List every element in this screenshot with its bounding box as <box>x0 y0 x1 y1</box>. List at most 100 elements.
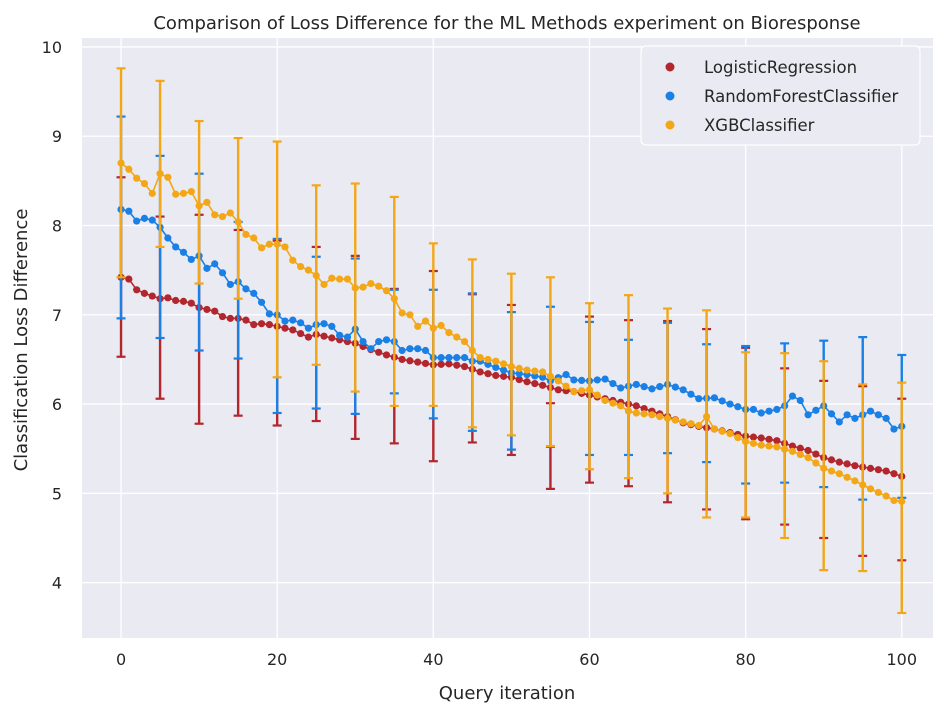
data-point-logisticregression <box>140 289 149 297</box>
data-point-xgbclassifier <box>281 243 289 251</box>
data-point-logisticregression <box>554 386 562 394</box>
data-point-xgbclassifier <box>453 333 461 341</box>
data-point-randomforestclassifier <box>250 289 258 297</box>
data-point-randomforestclassifier <box>257 298 266 306</box>
data-point-xgbclassifier <box>414 322 422 330</box>
data-point-xgbclassifier <box>250 234 258 242</box>
data-point-xgbclassifier <box>523 366 531 374</box>
data-point-randomforestclassifier <box>648 385 656 393</box>
data-point-xgbclassifier <box>492 357 500 365</box>
data-point-randomforestclassifier <box>827 410 836 418</box>
data-point-xgbclassifier <box>601 396 609 405</box>
data-point-logisticregression <box>765 435 773 443</box>
data-point-xgbclassifier <box>273 240 281 248</box>
data-point-logisticregression <box>523 378 531 386</box>
data-point-randomforestclassifier <box>359 337 367 346</box>
data-point-logisticregression <box>211 307 219 315</box>
data-point-randomforestclassifier <box>460 354 469 362</box>
data-point-logisticregression <box>297 329 305 338</box>
data-point-randomforestclassifier <box>125 207 133 215</box>
data-point-logisticregression <box>304 333 313 341</box>
data-point-logisticregression <box>804 446 812 455</box>
data-point-randomforestclassifier <box>203 264 211 272</box>
data-point-xgbclassifier <box>125 165 133 173</box>
data-point-logisticregression <box>414 358 422 366</box>
data-point-xgbclassifier <box>898 497 906 505</box>
data-point-randomforestclassifier <box>179 248 188 256</box>
y-tick-label: 8 <box>52 217 62 236</box>
data-point-xgbclassifier <box>226 209 234 217</box>
data-point-logisticregression <box>320 332 328 340</box>
errorbar-xgbclassifier <box>116 67 126 279</box>
data-point-xgbclassifier <box>390 295 398 303</box>
legend-marker-xgbclassifier <box>665 120 675 130</box>
data-point-randomforestclassifier <box>718 397 726 405</box>
y-tick-label: 5 <box>52 484 62 503</box>
data-point-randomforestclassifier <box>515 370 523 378</box>
data-point-logisticregression <box>148 292 156 300</box>
data-point-xgbclassifier <box>812 459 820 467</box>
data-point-logisticregression <box>827 456 836 464</box>
data-point-randomforestclassifier <box>492 363 500 372</box>
data-point-xgbclassifier <box>437 321 445 330</box>
errorbar-xgbclassifier <box>506 272 516 437</box>
data-point-logisticregression <box>539 381 547 389</box>
data-point-logisticregression <box>281 324 289 332</box>
errorbar-xgbclassifier <box>663 307 673 495</box>
data-point-randomforestclassifier <box>367 345 375 353</box>
data-point-xgbclassifier <box>656 412 664 421</box>
data-point-logisticregression <box>500 372 508 380</box>
data-point-randomforestclassifier <box>187 255 195 264</box>
data-point-randomforestclassifier <box>679 386 687 394</box>
data-point-randomforestclassifier <box>281 317 289 325</box>
data-point-randomforestclassifier <box>890 425 898 433</box>
data-point-xgbclassifier <box>234 218 242 226</box>
data-point-logisticregression <box>179 297 188 305</box>
data-point-xgbclassifier <box>687 420 695 428</box>
data-point-randomforestclassifier <box>843 411 851 419</box>
data-point-logisticregression <box>515 375 523 384</box>
data-point-xgbclassifier <box>726 429 734 438</box>
data-point-xgbclassifier <box>820 464 828 472</box>
data-point-randomforestclassifier <box>773 405 781 414</box>
data-point-randomforestclassifier <box>882 414 890 422</box>
data-point-logisticregression <box>133 286 141 294</box>
data-point-xgbclassifier <box>757 441 765 449</box>
data-point-logisticregression <box>484 370 492 378</box>
data-point-xgbclassifier <box>484 355 492 364</box>
data-point-xgbclassifier <box>554 377 562 385</box>
x-tick-label: 80 <box>735 650 755 669</box>
data-point-xgbclassifier <box>343 275 352 283</box>
y-tick-label: 6 <box>52 395 62 414</box>
data-point-xgbclassifier <box>211 211 219 219</box>
data-point-randomforestclassifier <box>578 376 586 385</box>
errorbar-xgbclassifier <box>741 351 751 519</box>
data-point-logisticregression <box>882 467 890 475</box>
data-point-randomforestclassifier <box>593 376 601 384</box>
y-axis-label: Classification Loss Difference <box>11 209 32 472</box>
data-point-randomforestclassifier <box>437 354 445 362</box>
data-point-xgbclassifier <box>874 488 882 497</box>
data-point-randomforestclassifier <box>562 371 570 379</box>
data-point-randomforestclassifier <box>601 375 609 383</box>
data-point-randomforestclassifier <box>140 214 149 222</box>
data-point-logisticregression <box>890 470 898 478</box>
data-point-randomforestclassifier <box>421 346 430 355</box>
data-point-xgbclassifier <box>164 173 172 181</box>
data-point-xgbclassifier <box>859 481 867 489</box>
errorbar-xgbclassifier <box>467 258 477 429</box>
data-point-xgbclassifier <box>796 450 804 459</box>
data-point-logisticregression <box>265 321 273 329</box>
data-point-logisticregression <box>187 299 195 307</box>
data-point-randomforestclassifier <box>812 406 820 414</box>
data-point-randomforestclassifier <box>632 380 640 389</box>
data-point-xgbclassifier <box>195 202 203 210</box>
data-point-logisticregression <box>164 294 172 302</box>
data-point-logisticregression <box>812 450 820 458</box>
legend-label-xgbclassifier: XGBClassifier <box>704 116 815 135</box>
data-point-logisticregression <box>492 371 500 380</box>
data-point-randomforestclassifier <box>226 280 234 289</box>
data-point-logisticregression <box>640 404 648 413</box>
data-point-xgbclassifier <box>632 409 640 417</box>
